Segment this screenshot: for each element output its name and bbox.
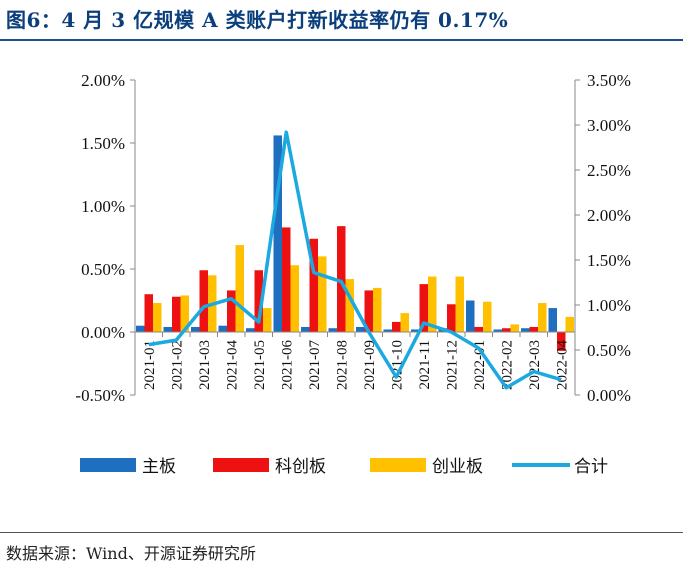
left-tick-label: 0.50% — [81, 260, 125, 279]
x-tick-label: 2022-02 — [499, 340, 515, 390]
x-tick-label: 2021-05 — [252, 340, 268, 390]
right-tick-label: 3.50% — [587, 71, 631, 90]
left-tick-label: 1.50% — [81, 134, 125, 153]
title-rule — [0, 39, 683, 41]
x-tick-label: 2022-04 — [554, 340, 570, 390]
axes-group: -0.50% 0.00% 0.50% 1.00% 1.50% 2.00% 0.00% 0.50… — [75, 71, 631, 405]
bar-创业板-2021-06 — [290, 265, 299, 332]
x-tick-label: 2021-09 — [362, 340, 378, 390]
x-tick-label: 2021-07 — [307, 340, 323, 390]
bar-科创板-2021-03 — [199, 270, 208, 332]
legend-group: 主板 科创板 创业板 合计 — [80, 457, 608, 477]
total-line-group — [148, 130, 562, 390]
bar-主板-2021-03 — [191, 326, 200, 332]
chart-title: 图6：4 月 3 亿规模 A 类账户打新收益率仍有 0.17% — [6, 8, 509, 32]
bar-创业板-2021-01 — [153, 303, 162, 332]
bar-创业板-2022-04 — [565, 316, 574, 332]
bar-科创板-2021-01 — [144, 294, 153, 332]
right-tick-label: 0.50% — [587, 341, 631, 360]
bar-科创板-2021-10 — [392, 321, 401, 332]
right-tick-label: 1.00% — [587, 296, 631, 315]
legend-label-主板: 主板 — [142, 457, 176, 477]
legend-label-科创板: 科创板 — [275, 457, 326, 477]
bar-主板-2021-04 — [218, 325, 227, 332]
bar-主板-2022-02 — [493, 329, 502, 332]
bar-创业板-2021-10 — [400, 313, 409, 332]
bar-科创板-2022-01 — [474, 326, 483, 332]
right-tick-label: 2.00% — [587, 206, 631, 225]
bar-主板-2021-11 — [411, 329, 420, 332]
x-tick-label: 2021-10 — [389, 340, 405, 390]
bar-科创板-2022-02 — [502, 328, 511, 332]
left-tick-label: -0.50% — [75, 386, 125, 405]
bar-创业板-2022-02 — [510, 324, 519, 332]
bar-主板-2021-06 — [273, 135, 282, 332]
bar-创业板-2021-07 — [318, 256, 327, 332]
bar-创业板-2021-12 — [455, 276, 464, 332]
chart: -0.50% 0.00% 0.50% 1.00% 1.50% 2.00% 0.00% 0.50… — [75, 71, 631, 477]
bar-创业板-2022-03 — [538, 303, 547, 332]
bar-科创板-2021-08 — [337, 226, 346, 332]
left-tick-label: 1.00% — [81, 197, 125, 216]
bar-创业板-2021-08 — [345, 279, 354, 332]
left-tick-label: 0.00% — [81, 323, 125, 342]
total-line — [148, 130, 562, 390]
bar-创业板-2022-01 — [483, 301, 492, 332]
bar-主板-2022-01 — [466, 300, 475, 332]
legend-swatch-科创板 — [213, 458, 269, 472]
footer-rule — [0, 532, 683, 533]
bar-创业板-2021-02 — [180, 295, 189, 332]
legend-swatch-主板 — [80, 458, 136, 472]
bar-科创板-2021-02 — [172, 296, 181, 332]
x-tick-label: 2021-04 — [224, 340, 240, 390]
bar-科创板-2021-09 — [364, 290, 373, 332]
bar-主板-2021-05 — [246, 328, 255, 332]
x-tick-label: 2021-11 — [417, 340, 433, 389]
right-tick-label: 2.50% — [587, 161, 631, 180]
left-tick-label: 2.00% — [81, 71, 125, 90]
bar-主板-2021-09 — [356, 326, 365, 332]
bar-主板-2022-04 — [548, 308, 557, 332]
bar-主板-2022-03 — [521, 328, 530, 332]
legend-label-合计: 合计 — [574, 457, 608, 477]
bar-主板-2021-07 — [301, 326, 310, 332]
bar-科创板-2021-12 — [447, 304, 456, 332]
x-tick-label: 2021-06 — [279, 340, 295, 390]
legend-label-创业板: 创业板 — [432, 457, 483, 477]
bar-主板-2021-01 — [136, 325, 145, 332]
right-tick-label: 0.00% — [587, 386, 631, 405]
right-tick-label: 3.00% — [587, 116, 631, 135]
bar-主板-2021-10 — [383, 329, 392, 332]
bar-创业板-2021-09 — [373, 287, 382, 332]
x-tick-label: 2021-03 — [197, 340, 213, 390]
bar-创业板-2021-11 — [428, 276, 437, 332]
x-tick-label: 2021-12 — [444, 340, 460, 390]
x-tick-label: 2022-03 — [527, 340, 543, 390]
bar-科创板-2022-03 — [529, 326, 538, 332]
bar-主板-2021-08 — [328, 328, 337, 332]
source-note: 数据来源：Wind、开源证券研究所 — [6, 544, 256, 563]
bar-主板-2021-02 — [163, 326, 172, 332]
bar-科创板-2021-04 — [227, 290, 236, 332]
bar-科创板-2021-11 — [419, 284, 428, 332]
bar-科创板-2021-07 — [309, 238, 318, 332]
legend-swatch-创业板 — [370, 458, 426, 472]
right-tick-label: 1.50% — [587, 251, 631, 270]
bar-科创板-2021-05 — [254, 270, 263, 332]
x-tick-label: 2021-02 — [169, 340, 185, 390]
bar-创业板-2021-05 — [263, 308, 272, 332]
bar-创业板-2021-04 — [235, 245, 244, 332]
x-tick-label: 2021-08 — [334, 340, 350, 390]
bar-科创板-2022-04 — [557, 332, 566, 351]
bars-group — [136, 135, 574, 351]
x-tick-label: 2021-01 — [142, 340, 158, 390]
bar-科创板-2021-06 — [282, 227, 291, 332]
